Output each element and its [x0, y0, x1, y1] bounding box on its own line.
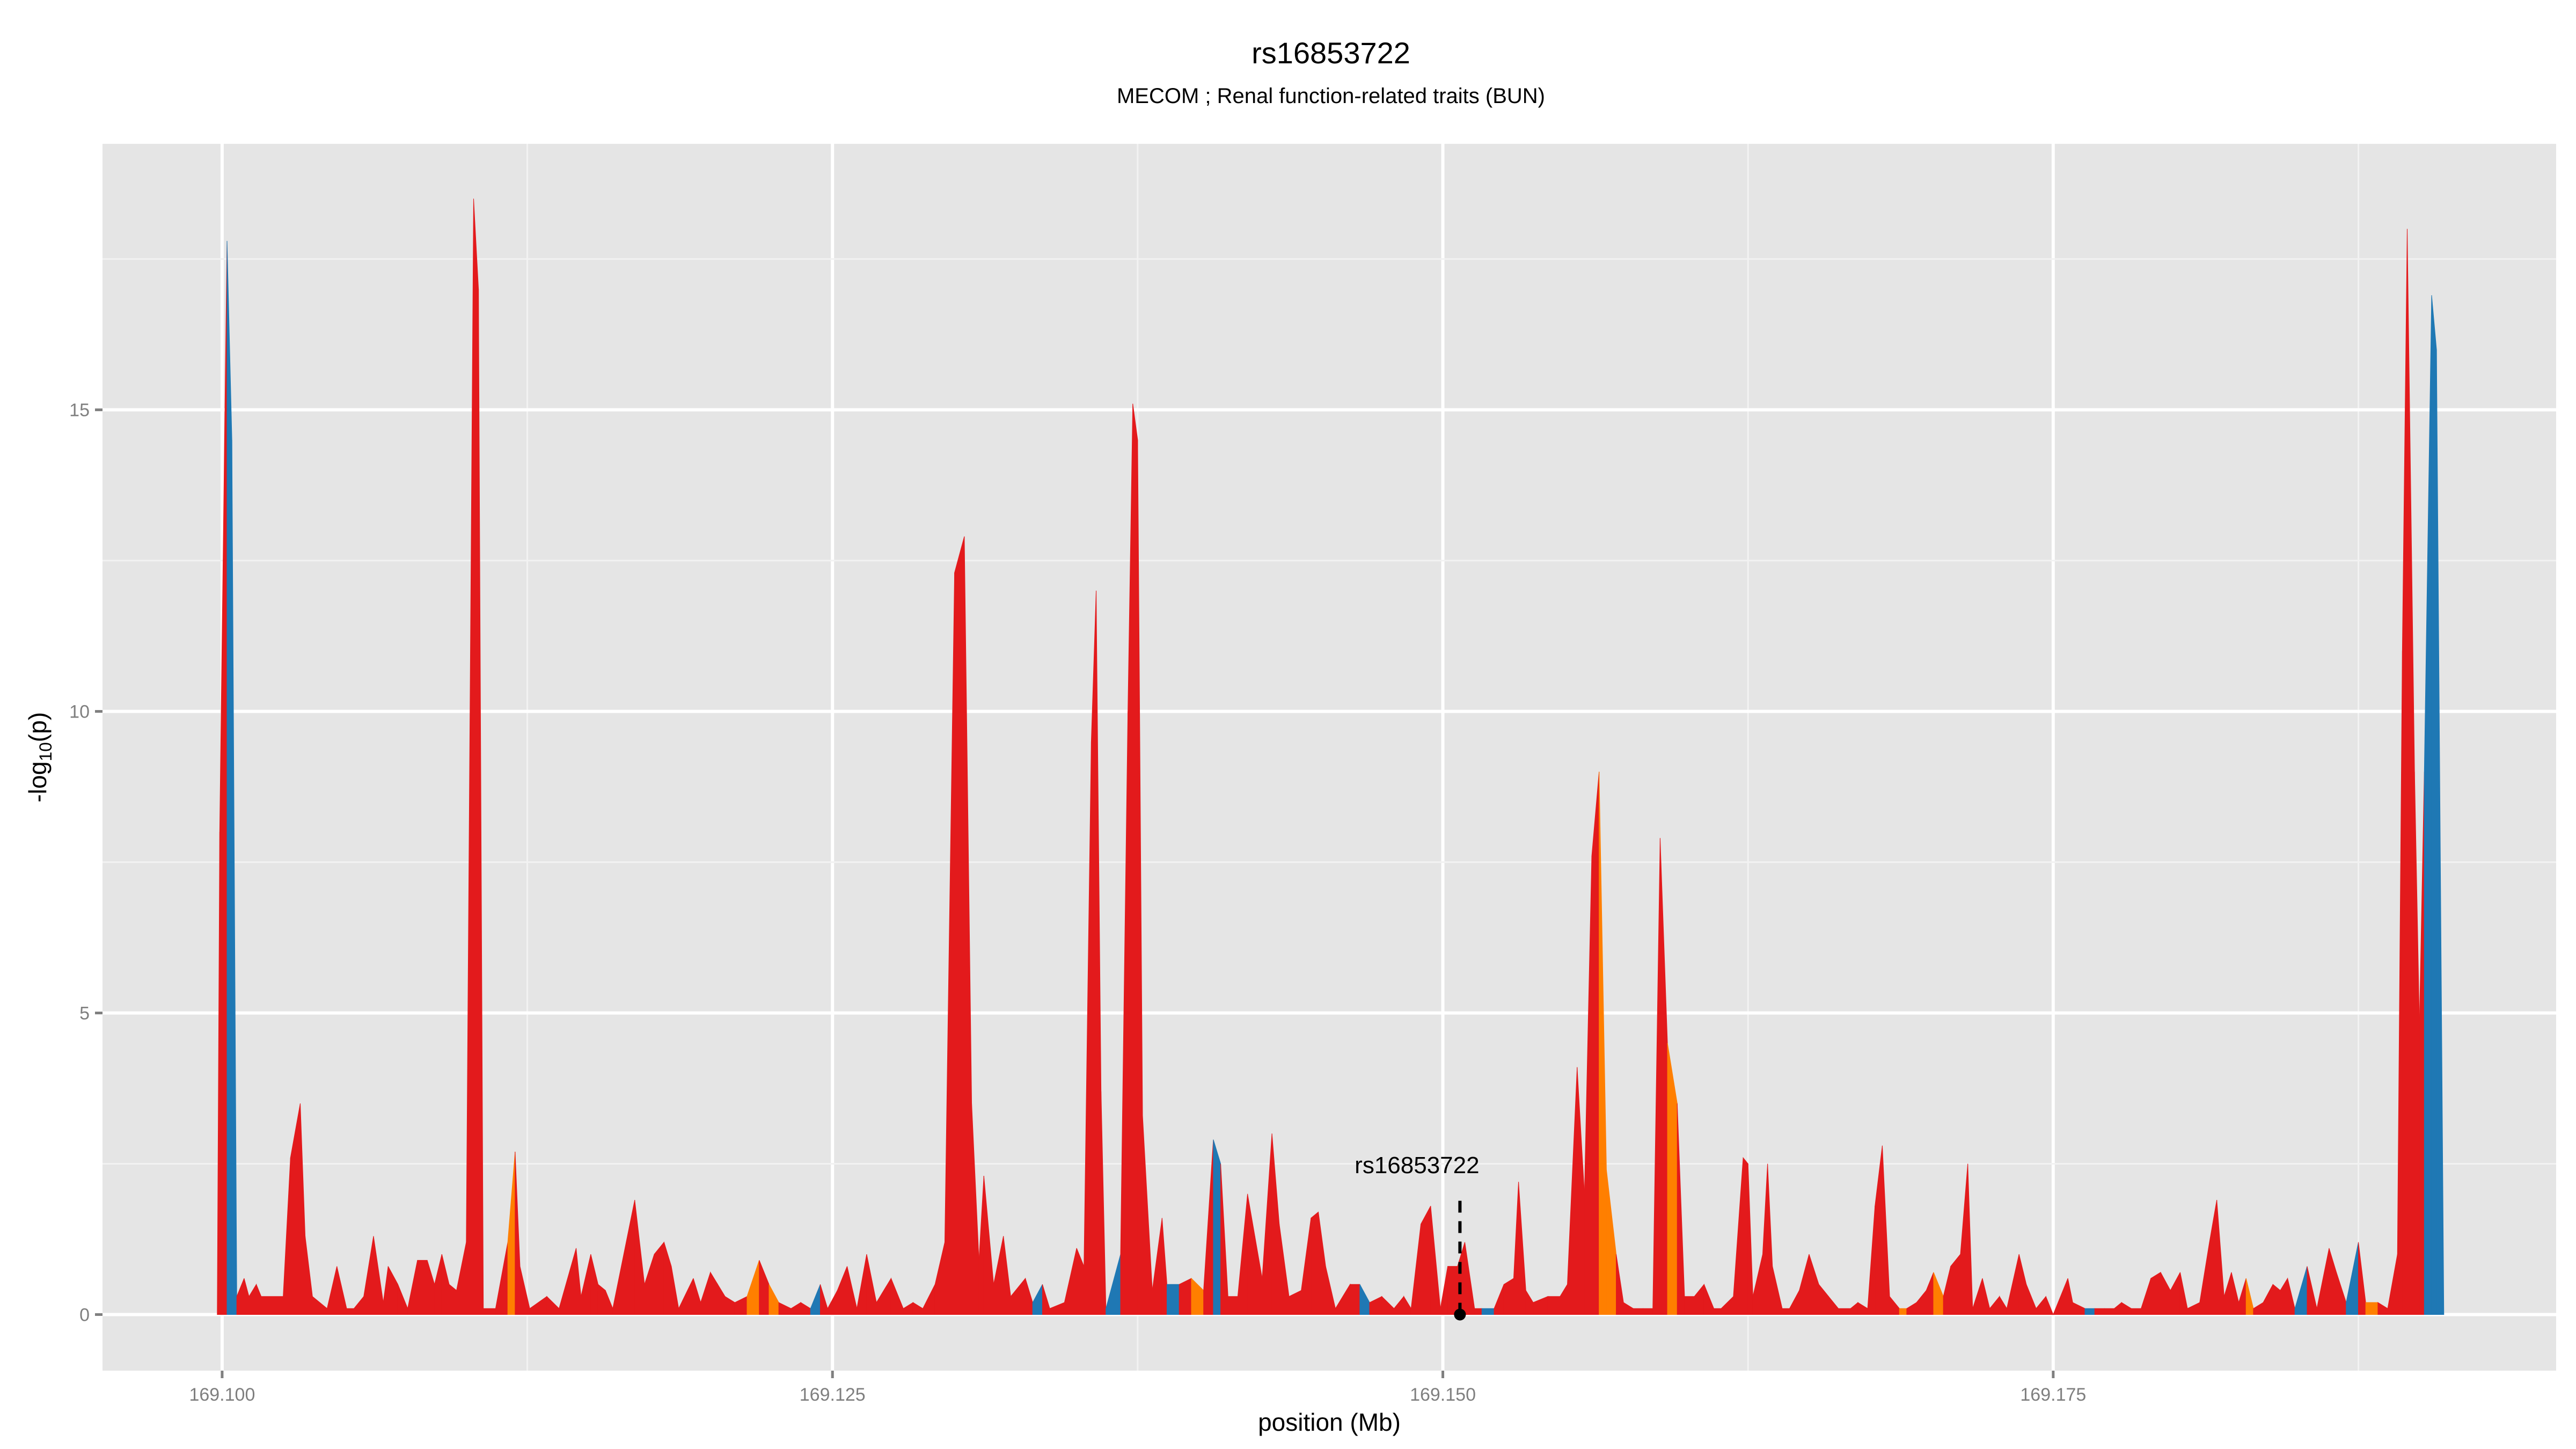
y-tick-label: 5: [79, 1004, 90, 1024]
area-segment: [1350, 1284, 1360, 1315]
area-segment: [1227, 1296, 1238, 1315]
y-tick-label: 0: [79, 1305, 90, 1325]
area-segment: [1838, 1308, 1851, 1315]
area-segment: [1474, 1308, 1482, 1315]
area-segment: [1743, 1157, 1748, 1315]
x-tick-label: 169.125: [800, 1385, 866, 1405]
area-segment: [1179, 1278, 1192, 1315]
chart-subtitle: MECOM ; Renal function-related traits (B…: [1117, 84, 1545, 108]
area-segment: [1132, 404, 1138, 1315]
y-axis-title: -log10(p): [24, 712, 55, 803]
area-segment: [1714, 1308, 1722, 1315]
area-segment: [1166, 1284, 1180, 1315]
x-tick-label: 169.100: [189, 1385, 255, 1405]
x-axis-title: position (Mb): [1258, 1408, 1401, 1436]
area-segment: [473, 199, 479, 1315]
plot-panel: [103, 144, 2556, 1371]
area-segment: [1591, 771, 1600, 1315]
area-segment: [954, 536, 965, 1315]
area-segment: [654, 1241, 664, 1315]
highlight-point[interactable]: [1454, 1308, 1466, 1321]
area-segment: [1684, 1296, 1695, 1315]
y-axis-title-main: -log: [24, 762, 52, 803]
area-segment: [2150, 1271, 2161, 1315]
area-segment: [2104, 1308, 2115, 1315]
area-segment: [483, 1308, 496, 1315]
area-segment: [1643, 1308, 1653, 1315]
x-tick-label: 169.175: [2020, 1385, 2086, 1405]
area-segment: [2094, 1308, 2105, 1315]
area-segment: [2431, 295, 2437, 1315]
area-segment: [261, 1296, 284, 1315]
area-segment: [417, 1260, 428, 1315]
area-segment: [2084, 1308, 2095, 1315]
area-segment: [346, 1308, 355, 1315]
y-axis-title-tail: (p): [24, 712, 52, 742]
area-segment: [1503, 1278, 1514, 1315]
area-segment: [2436, 349, 2445, 1315]
area-segment: [1421, 1205, 1431, 1315]
area-segment: [1899, 1308, 1907, 1315]
area-segment: [2131, 1308, 2142, 1315]
area-series: [217, 199, 2445, 1315]
highlight-label: rs16853722: [1355, 1152, 1479, 1179]
area-segment: [1447, 1266, 1458, 1315]
y-axis-title-sub: 10: [36, 742, 55, 762]
area-segment: [1481, 1308, 1495, 1315]
chart-title: rs16853722: [1252, 36, 1410, 70]
x-tick-label: 169.150: [1410, 1385, 1476, 1405]
area-segment: [1633, 1308, 1644, 1315]
highlight-snp: rs16853722: [1355, 1152, 1480, 1321]
area-segment: [226, 240, 232, 1315]
area-segment: [1547, 1296, 1561, 1315]
x-axis: 169.100 169.125 169.150 169.175: [189, 1371, 2086, 1405]
y-tick-label: 10: [69, 702, 90, 722]
area-segment: [2045, 1296, 2054, 1315]
y-tick-label: 15: [69, 400, 90, 421]
area-segment: [2365, 1302, 2379, 1315]
area-segment: [1311, 1211, 1319, 1315]
y-axis: 0 5 10 15: [69, 400, 103, 1325]
area-segment: [1213, 1139, 1221, 1315]
area-segment: [1782, 1308, 1790, 1315]
